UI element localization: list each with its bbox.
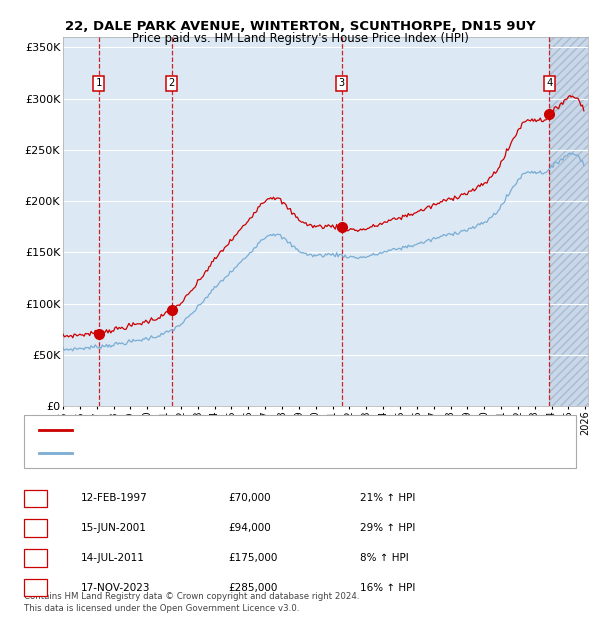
Text: 21% ↑ HPI: 21% ↑ HPI [360,494,415,503]
Text: 2: 2 [32,523,38,533]
Text: £94,000: £94,000 [228,523,271,533]
Text: 22, DALE PARK AVENUE, WINTERTON, SCUNTHORPE, DN15 9UY: 22, DALE PARK AVENUE, WINTERTON, SCUNTHO… [65,20,535,33]
Text: Price paid vs. HM Land Registry's House Price Index (HPI): Price paid vs. HM Land Registry's House … [131,32,469,45]
Text: Contains HM Land Registry data © Crown copyright and database right 2024.: Contains HM Land Registry data © Crown c… [24,592,359,601]
Text: 15-JUN-2001: 15-JUN-2001 [81,523,147,533]
Text: 3: 3 [338,78,344,88]
Text: 12-FEB-1997: 12-FEB-1997 [81,494,148,503]
Text: 4: 4 [32,583,38,593]
Text: 1: 1 [32,494,38,503]
Text: This data is licensed under the Open Government Licence v3.0.: This data is licensed under the Open Gov… [24,603,299,613]
Text: 8% ↑ HPI: 8% ↑ HPI [360,553,409,563]
Text: 22, DALE PARK AVENUE, WINTERTON, SCUNTHORPE, DN15 9UY (detached house): 22, DALE PARK AVENUE, WINTERTON, SCUNTHO… [79,425,486,435]
Text: HPI: Average price, detached house, North Lincolnshire: HPI: Average price, detached house, Nort… [79,448,355,458]
Text: £285,000: £285,000 [228,583,277,593]
Text: 2: 2 [169,78,175,88]
Text: 14-JUL-2011: 14-JUL-2011 [81,553,145,563]
Text: 3: 3 [32,553,38,563]
Text: 29% ↑ HPI: 29% ↑ HPI [360,523,415,533]
Text: 1: 1 [95,78,102,88]
Text: 4: 4 [547,78,553,88]
Text: 17-NOV-2023: 17-NOV-2023 [81,583,151,593]
Text: £70,000: £70,000 [228,494,271,503]
Text: £175,000: £175,000 [228,553,277,563]
Text: 16% ↑ HPI: 16% ↑ HPI [360,583,415,593]
Bar [550,37,588,406]
